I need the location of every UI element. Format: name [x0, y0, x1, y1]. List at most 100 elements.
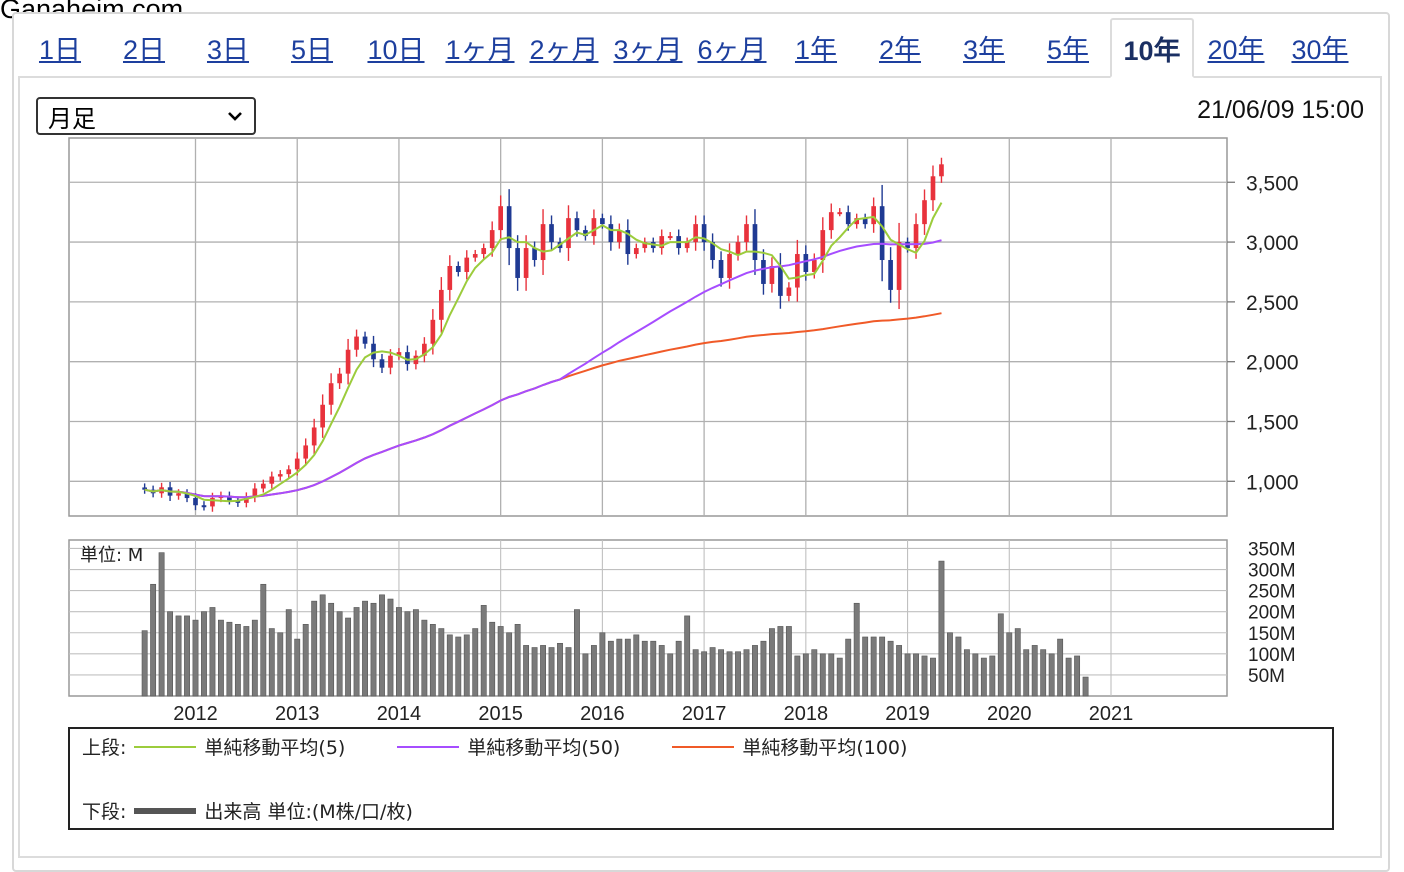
year-tick-label: 2020: [987, 703, 1032, 725]
tab-period-14[interactable]: 20年: [1207, 34, 1265, 65]
candle-body: [438, 289, 444, 320]
candle-body: [396, 352, 402, 356]
tab-period-4[interactable]: 10日: [367, 34, 425, 65]
volume-bar: [1006, 632, 1013, 697]
candle-period-select[interactable]: 月足: [36, 97, 256, 135]
price-plot-area: [68, 137, 1228, 517]
candle-body: [405, 352, 410, 365]
volume-bar: [574, 609, 580, 697]
legend-label-ma100: 単純移動平均(100): [742, 737, 908, 759]
volume-bar: [624, 638, 631, 697]
tab-period-8[interactable]: 6ヶ月: [697, 34, 767, 65]
volume-bar: [438, 628, 445, 697]
volume-bar: [955, 636, 962, 697]
volume-bar: [921, 655, 928, 697]
tab-period-15[interactable]: 30年: [1291, 34, 1349, 65]
tab-period-6[interactable]: 2ヶ月: [529, 34, 599, 65]
volume-bar: [404, 611, 411, 697]
volume-tick-label: 50M: [1248, 666, 1285, 687]
candle-body: [583, 230, 588, 237]
period-tabs: 1日 2日 3日 5日 10日 1ヶ月 2ヶ月 3ヶ月 6ヶ月 1年 2年 3年 5年 10年 20年 30年: [18, 18, 1382, 78]
volume-bar: [497, 626, 504, 697]
volume-bar: [480, 605, 487, 697]
candle-body: [345, 349, 351, 374]
volume-bar: [785, 626, 792, 697]
volume-bar: [1082, 676, 1089, 697]
volume-bar: [794, 655, 801, 697]
candle-body: [430, 319, 436, 344]
volume-bar: [268, 628, 275, 697]
volume-bar: [701, 651, 708, 697]
tab-period-2[interactable]: 3日: [206, 34, 250, 65]
volume-bar: [557, 642, 563, 697]
candle-body: [617, 230, 622, 243]
candle-body: [227, 495, 232, 501]
candle-body: [939, 164, 944, 177]
volume-bar: [446, 634, 453, 697]
candle-body: [498, 206, 503, 231]
tab-period-1[interactable]: 2日: [122, 34, 166, 65]
volume-bar: [531, 647, 538, 697]
candle-body: [769, 265, 775, 284]
volume-bar: [370, 602, 377, 697]
candle-body: [718, 260, 724, 278]
volume-bar: [201, 611, 207, 697]
tab-period-9[interactable]: 1年: [794, 34, 838, 65]
candle-body: [193, 498, 198, 506]
tab-period-5[interactable]: 1ヶ月: [445, 34, 515, 65]
candle-body: [176, 493, 181, 496]
volume-bar: [709, 647, 716, 697]
volume-bar: [752, 645, 758, 697]
price-tick-label: 1,000: [1246, 471, 1299, 494]
candle-body: [896, 242, 902, 290]
tab-period-10[interactable]: 2年: [878, 34, 922, 65]
volume-bar: [192, 619, 199, 697]
volume-tick-label: 100M: [1248, 645, 1296, 666]
volume-bar: [158, 552, 165, 697]
volume-bar: [421, 619, 428, 697]
candle-body: [294, 458, 300, 470]
tab-period-13[interactable]: 10年: [1110, 18, 1194, 78]
ma50-line: [144, 239, 942, 499]
volume-bar: [862, 636, 869, 697]
candle-body: [862, 218, 868, 225]
candle-body: [311, 427, 317, 446]
tab-period-7[interactable]: 3ヶ月: [613, 34, 683, 65]
volume-tick-label: 200M: [1248, 603, 1296, 624]
candle-body: [489, 230, 495, 249]
candle-body: [464, 257, 470, 272]
volume-bar: [989, 655, 996, 697]
volume-bar: [913, 653, 919, 697]
last-updated-timestamp: 21/06/09 15:00: [1197, 96, 1364, 124]
year-tick-label: 2019: [885, 703, 930, 725]
volume-bar: [209, 607, 216, 697]
volume-bar: [294, 638, 301, 697]
candle-body: [913, 224, 919, 249]
volume-bar: [311, 600, 318, 697]
volume-bar: [726, 651, 733, 697]
volume-bar: [853, 602, 860, 697]
tab-period-11[interactable]: 3年: [962, 34, 1006, 65]
chevron-down-icon: [228, 112, 242, 121]
year-tick-label: 2016: [580, 703, 625, 725]
volume-bar: [514, 624, 521, 697]
volume-bar: [684, 615, 691, 697]
year-tick-label: 2018: [784, 703, 829, 725]
candle-body: [837, 212, 843, 215]
tab-period-12[interactable]: 5年: [1046, 34, 1090, 65]
tab-period-0[interactable]: 1日: [38, 34, 82, 65]
candle-body: [608, 224, 614, 243]
volume-bar: [947, 632, 953, 697]
candle-period-value: 月足: [48, 105, 96, 133]
volume-bar: [802, 653, 809, 697]
volume-unit-label: 単位: M: [80, 545, 143, 566]
volume-bar: [277, 632, 284, 697]
candle-body: [786, 287, 792, 296]
volume-bar: [523, 645, 530, 697]
candle-body: [667, 236, 673, 239]
tab-period-3[interactable]: 5日: [290, 34, 334, 65]
candle-body: [922, 200, 927, 225]
volume-bar: [641, 640, 648, 697]
volume-bar: [777, 626, 784, 697]
candle-body: [286, 469, 292, 475]
